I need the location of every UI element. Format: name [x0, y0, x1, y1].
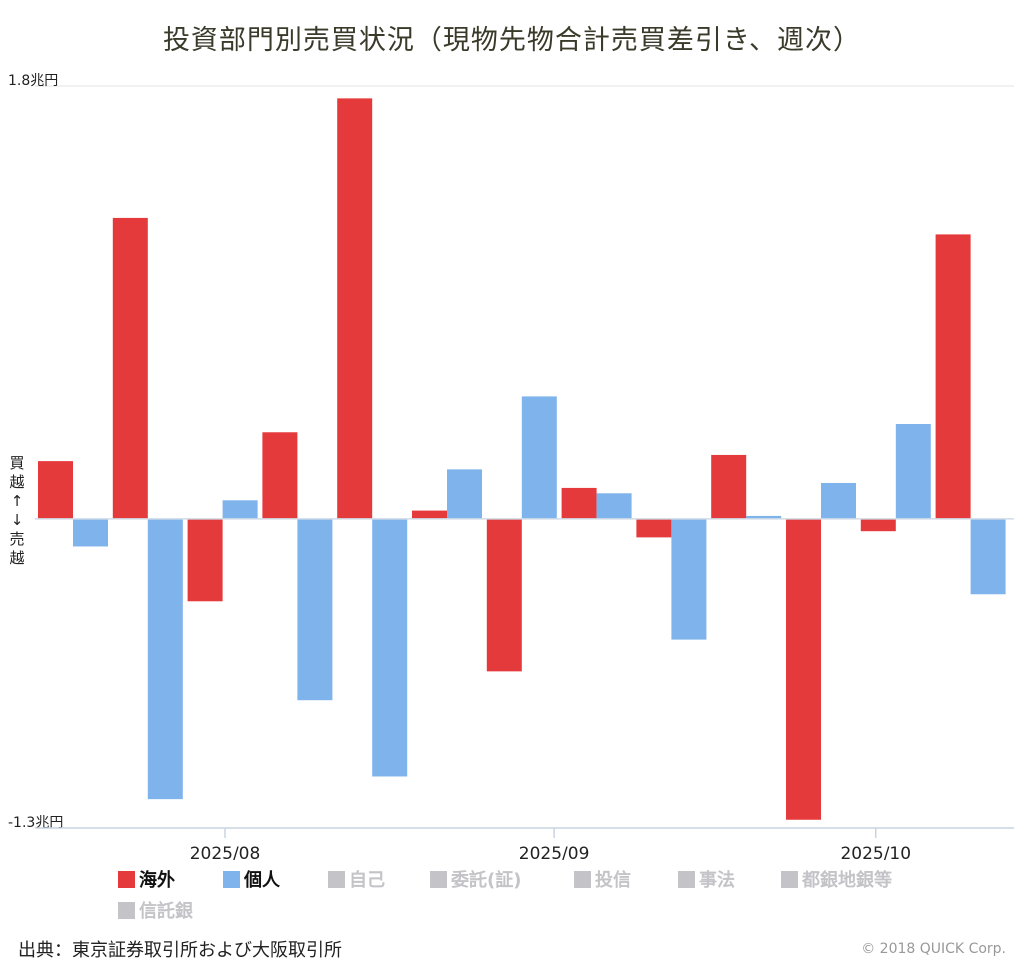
legend-label: 都銀地銀等	[802, 870, 892, 891]
bar-overseas	[786, 518, 821, 820]
bar-individual	[821, 482, 856, 519]
buy-sell-indicator: 買越 ↑ ↓ 売越	[8, 454, 26, 568]
bar-individual	[372, 518, 408, 777]
legend-item[interactable]: 海外	[118, 866, 175, 892]
y-axis-top-label: 1.8兆円	[8, 73, 58, 89]
chart-title: 投資部門別売買状況（現物先物合計売買差引き、週次）	[162, 25, 862, 56]
legend-label: 個人	[244, 870, 280, 891]
bar-overseas	[412, 510, 447, 519]
x-tick-label: 2025/08	[190, 844, 261, 860]
bar-individual	[297, 518, 333, 701]
side-label-char: ↓	[10, 511, 24, 529]
bar-overseas	[337, 98, 373, 519]
legend-swatch	[328, 870, 345, 888]
side-label-char: 買	[9, 454, 25, 472]
legend-item[interactable]: 事法	[678, 866, 735, 892]
legend-label: 投信	[595, 870, 631, 891]
x-tick-label: 2025/09	[519, 844, 590, 860]
bar-individual	[596, 493, 632, 519]
bar-overseas	[636, 518, 672, 538]
bar-individual	[671, 518, 707, 640]
bar-overseas	[486, 518, 522, 672]
legend-label: 信託銀	[139, 901, 193, 922]
bar-overseas	[711, 454, 747, 519]
bar-overseas	[935, 234, 971, 519]
y-axis-bottom-label: -1.3兆円	[8, 815, 63, 831]
bar-individual	[222, 500, 258, 519]
copyright: © 2018 QUICK Corp.	[861, 941, 1006, 957]
side-label-char: 売	[9, 530, 25, 548]
legend-label: 自己	[349, 870, 385, 891]
bar-overseas	[262, 432, 298, 519]
source-note: 出典：東京証券取引所および大阪取引所	[18, 940, 342, 961]
bar-individual	[73, 518, 108, 547]
legend-item[interactable]: 自己	[328, 866, 385, 892]
bar-individual	[970, 518, 1006, 595]
legend-label: 委託(証)	[451, 870, 522, 891]
bar-overseas	[112, 217, 148, 519]
legend-swatch	[678, 870, 695, 888]
legend-item[interactable]: 投信	[574, 866, 631, 892]
bar-overseas	[38, 461, 73, 519]
legend-swatch	[118, 870, 135, 888]
legend-swatch	[574, 870, 591, 888]
legend-label: 事法	[699, 870, 735, 891]
bar-overseas	[860, 518, 896, 532]
legend-swatch	[223, 870, 240, 888]
legend-swatch	[430, 870, 447, 888]
legend-item[interactable]: 都銀地銀等	[781, 866, 892, 892]
side-label-char: 越	[9, 549, 25, 567]
legend-item[interactable]: 委託(証)	[430, 866, 521, 892]
x-tick-label: 2025/10	[840, 844, 911, 860]
bar-individual	[746, 515, 782, 519]
legend-item[interactable]: 個人	[223, 866, 280, 892]
bar-overseas	[561, 487, 597, 519]
legend-swatch	[781, 870, 798, 888]
legend-label: 海外	[139, 870, 175, 891]
legend-swatch	[118, 901, 135, 919]
bar-individual	[895, 424, 931, 519]
bar-individual	[521, 396, 557, 519]
side-label-char: 越	[9, 473, 25, 491]
bar-individual	[447, 469, 482, 519]
bar-individual	[147, 518, 183, 800]
legend-item[interactable]: 信託銀	[118, 897, 193, 923]
bar-overseas	[187, 518, 223, 602]
side-label-char: ↑	[10, 492, 24, 510]
chart: 1.8兆円 -1.3兆円 2025/08 2025/09 2025/10	[8, 73, 1014, 860]
